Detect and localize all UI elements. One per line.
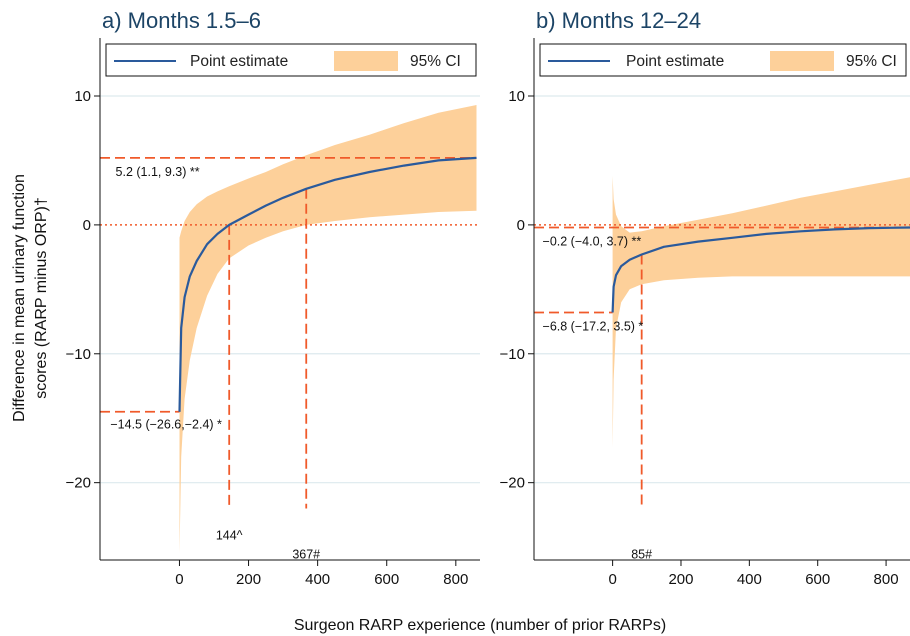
panel-b-x-tick-label: 400 xyxy=(737,571,762,588)
panel-b-gridlines xyxy=(534,95,910,484)
panel-a-annotation: 5.2 (1.1, 9.3) ** xyxy=(116,165,200,179)
panel-a-annotation: 144^ xyxy=(216,528,243,542)
x-axis-title: Surgeon RARP experience (number of prior… xyxy=(294,617,666,634)
panel-b-legend: Point estimate 95% CI xyxy=(539,43,907,77)
panel-b-annotation: −6.8 (−17.2, 3.5) * xyxy=(543,320,644,334)
panel-a-x-tick-label: 0 xyxy=(175,571,183,588)
panel-b-y-tick-label: 10 xyxy=(508,88,525,105)
legend-point-estimate-label: Point estimate xyxy=(626,53,724,70)
panel-b-x-tick-label: 0 xyxy=(608,571,616,588)
panel-a-y-tick-label: −10 xyxy=(66,346,91,363)
panel-b-y-tick-label: 0 xyxy=(517,217,525,234)
panel-b-x-tick-label: 800 xyxy=(874,571,899,588)
panel-b-x-tick-label: 200 xyxy=(668,571,693,588)
panel-a-y-tick-label: 10 xyxy=(74,88,91,105)
panel-b-plot-area xyxy=(534,175,910,509)
panel-b-y-tick-label: −20 xyxy=(500,475,525,492)
panel-a-x-tick-label: 800 xyxy=(443,571,468,588)
panel-b-annotation: −0.2 (−4.0, 3.7) ** xyxy=(543,235,642,249)
panel-b-point-estimate-line xyxy=(611,226,910,313)
panel-a-y-tick-label: 0 xyxy=(83,217,91,234)
panel-b-ci-band xyxy=(612,175,910,448)
panel-a-title: a) Months 1.5–6 xyxy=(102,8,261,33)
panel-a-x-tick-label: 400 xyxy=(305,571,330,588)
panel-b-y-tick-label: −10 xyxy=(500,346,525,363)
legend-point-estimate-label: Point estimate xyxy=(190,53,288,70)
panel-a-axes: 10 0 −10 −20 0 200 400 600 800 xyxy=(66,38,480,588)
legend-ci-swatch xyxy=(770,51,834,71)
panel-b-x-tick-label: 600 xyxy=(805,571,830,588)
y-axis-title-line1: Difference in mean urinary function xyxy=(11,174,28,422)
panel-a-gridlines xyxy=(100,95,480,484)
legend-ci-label: 95% CI xyxy=(410,53,461,70)
panel-a-plot-area xyxy=(100,105,480,554)
legend-ci-swatch xyxy=(334,51,398,71)
panel-a-y-tick-label: −20 xyxy=(66,475,91,492)
panel-a-annotation: 367# xyxy=(292,548,320,562)
panel-a-point-estimate-line xyxy=(178,156,477,412)
panel-b: b) Months 12–24 10 0 −10 −20 0 200 400 600 800 P… xyxy=(500,8,910,588)
y-axis-title-line2: scores (RARP minus ORP)† xyxy=(33,197,50,399)
legend-ci-label: 95% CI xyxy=(846,53,897,70)
panel-a-annotation: −14.5 (−26.6,−2.4) * xyxy=(110,418,222,432)
panel-a: a) Months 1.5–6 10 0 −10 −20 0 200 400 600 800 P… xyxy=(66,8,480,588)
panel-b-annotation: 85# xyxy=(631,548,652,562)
panel-b-title: b) Months 12–24 xyxy=(536,8,701,33)
panel-a-legend: Point estimate 95% CI xyxy=(105,43,477,77)
panel-a-x-tick-label: 200 xyxy=(236,571,261,588)
panel-b-axes: 10 0 −10 −20 0 200 400 600 800 xyxy=(500,38,910,588)
panel-a-x-tick-label: 600 xyxy=(374,571,399,588)
panel-a-ci-band xyxy=(179,105,477,554)
